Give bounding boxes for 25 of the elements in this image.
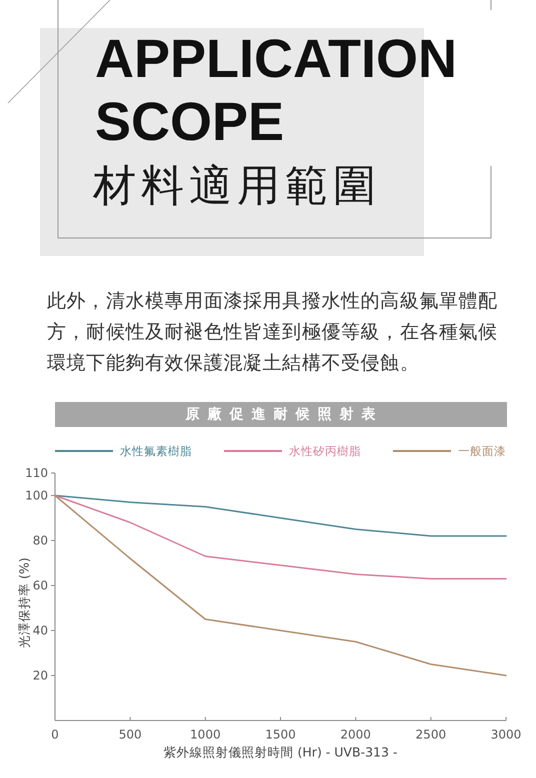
line-series [54, 494, 507, 676]
x-tick-label: 3000 [490, 728, 522, 742]
x-tick-label: 2000 [340, 728, 371, 742]
text: 材料適用範圍 [92, 161, 381, 211]
x-tick-label: 2500 [416, 728, 446, 742]
y-tick-label: 80 [32, 534, 48, 548]
chart-title: 原廠促進耐候照射表 [184, 406, 384, 422]
y-tick-label: 40 [32, 624, 48, 638]
x-tick-label: 500 [118, 728, 142, 742]
text: 水性氟素樹脂 [120, 444, 192, 458]
y-tick-label: 20 [32, 668, 48, 682]
line-series [54, 494, 507, 537]
text: 此外，清水模專用面漆採用具撥水性的高級氟單體配方，耐候性及耐褪色性皆達到極優等級，在各種氣候環境下能夠有效保護混凝土結構不受侵蝕。 [47, 290, 498, 374]
x-tick-label: 1500 [265, 728, 296, 742]
y-tick-label: 100 [25, 488, 48, 502]
text: 一般面漆 [458, 444, 506, 458]
y-tick-label: 110 [25, 466, 48, 480]
line-series [54, 494, 507, 580]
y-tick-label: 60 [32, 578, 48, 592]
y-axis-title: 光澤保持率 (%) [16, 557, 32, 648]
x-tick-label: 1000 [190, 728, 221, 742]
x-tick-label: 0 [51, 728, 59, 742]
x-axis-title: 紫外線照射儀照射時間 (Hr) - UVB-313 - [164, 744, 398, 760]
text: 水性矽丙樹脂 [289, 444, 361, 458]
text: APPLICATION SCOPE [95, 29, 457, 152]
